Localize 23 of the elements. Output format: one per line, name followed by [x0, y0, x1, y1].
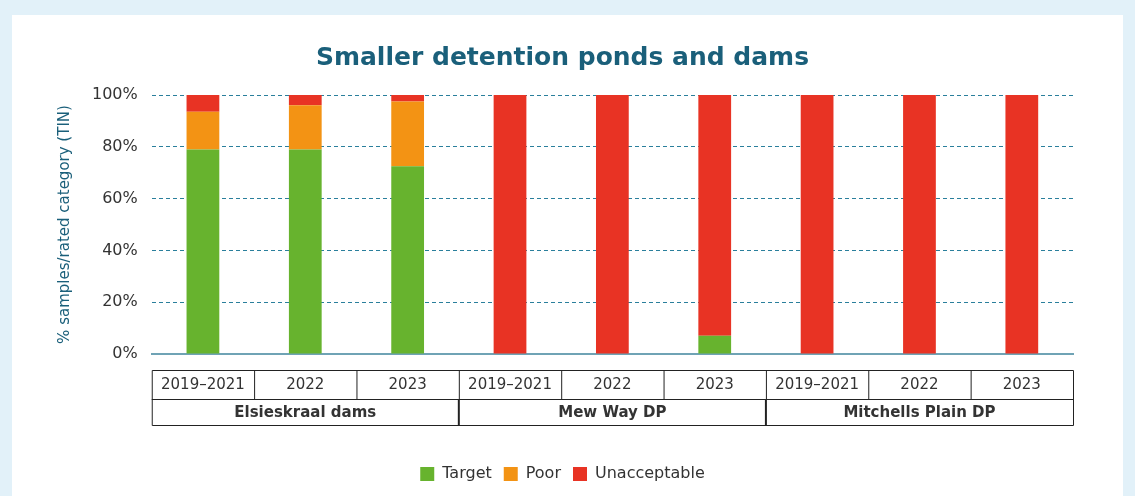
text: Mew Way DP: [558, 402, 667, 421]
legend-label: Poor: [525, 463, 562, 483]
x-tick-label: 2019–2021: [160, 375, 245, 394]
y-axis-title: % samples/rated category (TIN): [54, 105, 73, 344]
x-tick-label: 2023: [695, 375, 734, 394]
y-tick-label: 20%: [102, 291, 138, 311]
x-tick-label: 2023: [1002, 375, 1041, 394]
y-tick-label: 40%: [102, 239, 138, 259]
y-tick-label: 100%: [91, 84, 138, 104]
x-tick-label: 2023: [388, 375, 427, 394]
y-tick-label: 60%: [102, 187, 138, 207]
text: Elsieskraal dams: [234, 402, 377, 421]
text: Mitchells Plain DP: [843, 402, 996, 421]
x-tick-label: 2019–2021: [468, 375, 552, 394]
chart-title: Smaller detention ponds and dams: [315, 41, 810, 71]
legend-label: Target: [441, 463, 492, 483]
x-tick-label: 2019–2021: [775, 375, 860, 394]
x-tick-label: 2022: [593, 375, 632, 394]
y-tick-label: 80%: [102, 135, 138, 155]
y-tick-label: 0%: [112, 343, 138, 363]
legend-label: Unacceptable: [594, 463, 705, 483]
x-tick-label: 2022: [900, 375, 939, 394]
x-tick-label: 2022: [286, 375, 325, 394]
